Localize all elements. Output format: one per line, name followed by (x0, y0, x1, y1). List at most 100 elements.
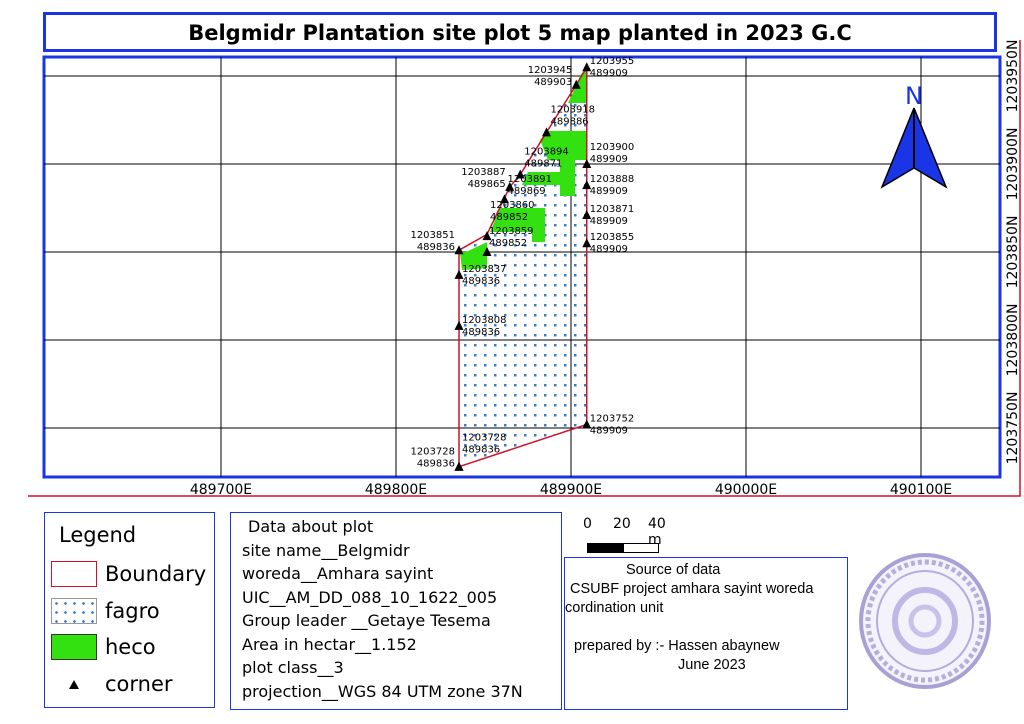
x-tick-label: 489700E (190, 482, 252, 498)
heco-areas (460, 70, 587, 270)
x-tick-label: 489900E (540, 482, 602, 498)
corner-point: 1203855 489909 (582, 232, 634, 255)
easting-label: 489909 (590, 425, 628, 436)
source-heading: Source of data (626, 562, 721, 578)
official-stamp (859, 553, 991, 689)
easting-label: 489852 (489, 238, 527, 249)
fagro-area (459, 67, 587, 467)
legend-item-heco: heco (51, 634, 156, 660)
plot-info-line: projection__WGS 84 UTM zone 37N (242, 681, 523, 701)
triangle-icon (582, 238, 592, 248)
prepared-date: June 2023 (678, 657, 746, 673)
plot-info-line: UIC__AM_DD_088_10_1622_005 (242, 587, 498, 607)
corner-label: 1203860 489852 (490, 200, 535, 223)
north-label: N (905, 82, 923, 110)
y-tick-label: 1203950N (1005, 40, 1021, 113)
corner-label: 1203891 489869 (508, 174, 553, 197)
easting-label: 489836 (417, 242, 455, 253)
northing-label: 1203752 (590, 413, 635, 424)
easting-label: 489909 (590, 244, 628, 255)
corner-label: 1203752 489909 (590, 413, 635, 436)
triangle-icon (582, 180, 592, 190)
corner-label: 1203900 489909 (590, 142, 635, 165)
corner-point: 1203918 489886 (542, 104, 596, 137)
easting-label: 489836 (462, 445, 500, 456)
triangle-icon (505, 181, 515, 191)
plot-info-line: woreda__Amhara sayint (242, 564, 434, 583)
corner-label: 1203851 489836 (410, 230, 455, 253)
scale-label: 20 (613, 516, 631, 532)
y-tick-label: 1203900N (1005, 128, 1021, 201)
northing-label: 1203851 (410, 230, 455, 241)
northing-label: 1203891 (508, 174, 553, 185)
triangle-icon (454, 245, 464, 255)
triangle-icon (582, 159, 592, 168)
corner-label: 1203955 489909 (590, 56, 635, 79)
scale-bar: 0 20 40 m (580, 516, 680, 556)
northing-label: 1203837 (462, 264, 507, 275)
source-box: Source of data CSUBF project amhara sayi… (564, 557, 848, 710)
easting-label: 489909 (590, 68, 628, 79)
axis-labels: 489700E 489800E 489900E 490000E 490100E 12039… (190, 40, 1021, 498)
corner-point: 1203891 489869 (500, 174, 553, 204)
outer-boundary-line (28, 40, 1021, 497)
corner-point: 1203752 489909 (582, 413, 634, 436)
easting-label: 489836 (462, 276, 500, 287)
northing-label: 1203808 (462, 315, 507, 326)
corner-point: 1203728 489836 (454, 433, 507, 471)
easting-label: 489909 (590, 216, 628, 227)
corner-point: 1203955 489909 (582, 56, 634, 79)
source-line: CSUBF project amhara sayint woreda (570, 581, 814, 597)
triangle-icon (582, 419, 592, 429)
corner-label: 1203728 489836 (462, 433, 507, 456)
triangle-icon (582, 210, 592, 220)
legend-item-fagro: fagro (51, 598, 160, 624)
corner-point: 1203859 489852 (482, 226, 534, 256)
easting-label: 489836 (462, 327, 500, 338)
corner-point: 1203837 489836 (454, 264, 507, 287)
corner-label: 1203888 489909 (590, 174, 635, 197)
northing-label: 1203855 (590, 232, 635, 243)
corner-label: 1203894 489871 (524, 147, 569, 170)
northing-label: 1203887 (461, 167, 506, 178)
corner-label: 1203728 489836 (410, 447, 455, 470)
corner-point: 1203900 489909 (582, 142, 634, 168)
plot-info-box: Data about plot site name__Belgmidr wore… (230, 512, 562, 710)
easting-label: 489865 (468, 179, 506, 190)
legend-item-boundary: Boundary (51, 561, 206, 587)
northing-label: 1203918 (551, 104, 596, 115)
corner-label: 1203855 489909 (590, 232, 635, 255)
easting-label: 489903 (534, 77, 572, 88)
corner-label: 1203837 489836 (462, 264, 507, 287)
y-tick-label: 1203850N (1005, 216, 1021, 289)
easting-label: 489909 (590, 154, 628, 165)
plot-info-line: Group leader __Getaye Tesema (242, 611, 491, 630)
triangle-icon (571, 79, 581, 89)
legend-item-corner: corner (51, 671, 173, 697)
northing-label: 1203728 (462, 433, 507, 444)
plot-info-line: Area in hectar__1.152 (242, 634, 417, 654)
plot-info-line: plot class__3 (242, 658, 344, 677)
y-tick-label: 1203750N (1005, 392, 1021, 465)
x-tick-label: 490100E (890, 482, 952, 498)
legend-title: Legend (59, 523, 137, 547)
corner-label: 1203945 489903 (528, 65, 573, 88)
legend-label: Boundary (105, 562, 207, 586)
triangle-icon (582, 62, 592, 72)
corner-point: 1203860 489852 (482, 200, 535, 241)
legend-label: fagro (105, 599, 160, 623)
easting-label: 489886 (551, 116, 589, 127)
x-tick-label: 489800E (365, 482, 427, 498)
corner-label: 1203808 489836 (462, 315, 507, 338)
map-title: Belgmidr Plantation site plot 5 map plan… (43, 12, 997, 52)
northing-label: 1203728 (410, 447, 455, 458)
prepared-by: prepared by :- Hassen abaynew (574, 638, 780, 654)
legend-label: heco (105, 635, 156, 659)
plot-info-heading: Data about plot (248, 517, 374, 536)
legend-label: corner (105, 672, 173, 696)
corner-point: 1203887 489865 (461, 167, 515, 191)
legend: Legend Boundary fagro heco corner (44, 512, 215, 708)
corner-point: 1203851 489836 (410, 230, 464, 255)
